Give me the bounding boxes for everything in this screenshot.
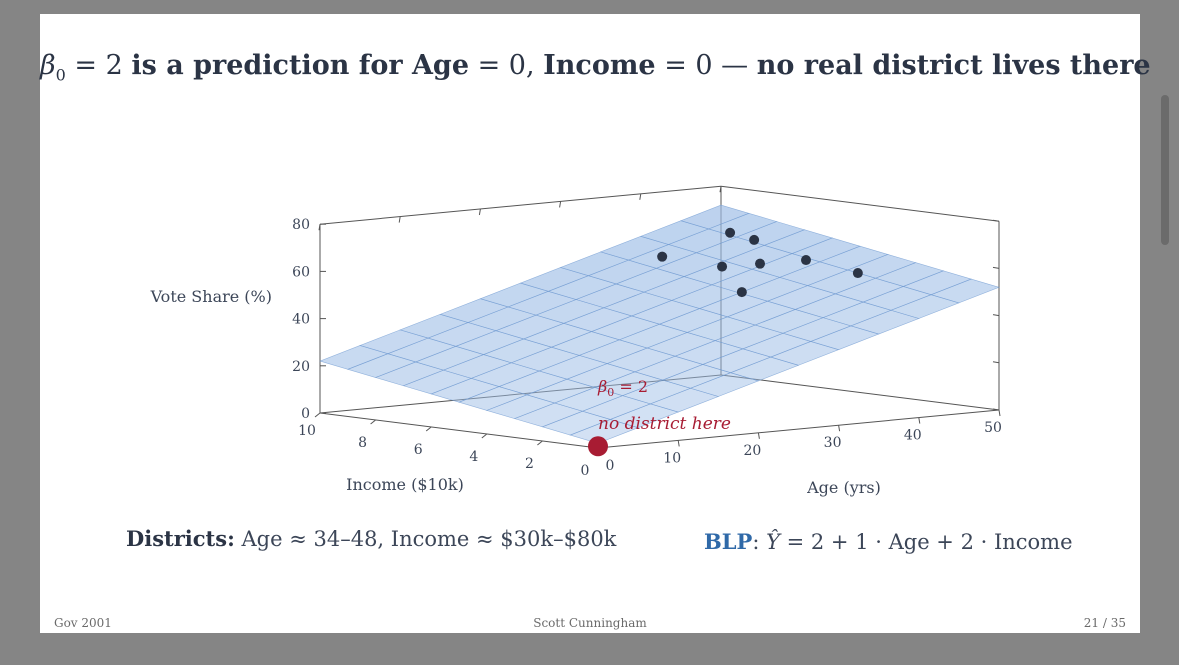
vote-tick-label: 20 [292, 359, 310, 375]
data-points [588, 227, 863, 457]
title-part2: Income [543, 50, 656, 81]
vote-tick-label: 80 [292, 217, 310, 233]
income-tick [425, 426, 432, 432]
age-tick-top [478, 208, 481, 216]
data-point [755, 258, 766, 269]
vote-tick-right [992, 361, 1000, 364]
blp-formula: BLP: Ŷ = 2 + 1 · Age + 2 · Income [704, 529, 1073, 554]
blp-formula-text: = 2 + 1 · Age + 2 · Income [779, 530, 1073, 554]
age-tick-label: 50 [984, 420, 1002, 436]
vote-tick-right [992, 266, 1000, 269]
districts-summary: Districts: Age ≈ 34–48, Income ≈ $30k–$8… [126, 526, 616, 551]
title-beta: β0 [40, 50, 66, 85]
income-tick-label: 10 [298, 423, 316, 439]
data-point [717, 261, 728, 272]
vote-tick-right [992, 408, 1000, 411]
slide-title: β0 = 2 is a prediction for Age = 0, Inco… [40, 50, 1151, 85]
age-tick-label: 0 [606, 458, 615, 474]
box-edge [720, 185, 1000, 222]
income-tick [370, 419, 376, 425]
vote-tick-right [992, 219, 1000, 222]
data-point [852, 268, 863, 279]
income-tick [537, 440, 543, 446]
age-tick-label: 20 [743, 443, 761, 459]
blp-label: BLP [704, 529, 753, 554]
income-tick [481, 433, 488, 439]
title-eq-age: = 0, [469, 50, 544, 81]
vote-axis-title: Vote Share (%) [150, 287, 272, 306]
box-edge [319, 185, 722, 225]
districts-text: Age ≈ 34–48, Income ≈ $30k–$80k [234, 527, 617, 551]
footer-course: Gov 2001 [54, 616, 112, 630]
regression-plane [319, 204, 1000, 444]
age-axis-line [597, 409, 1000, 449]
age-tick [998, 409, 1001, 417]
districts-label: Districts: [126, 526, 235, 551]
age-tick-top [719, 186, 722, 193]
vote-tick-label: 0 [301, 406, 310, 422]
age-tick-top [559, 201, 562, 208]
beta0-annotation: β0 = 2 [597, 377, 648, 399]
slide: β0 = 2 is a prediction for Age = 0, Inco… [40, 14, 1151, 633]
data-point [749, 234, 760, 245]
title-eq: = 2 [65, 50, 132, 81]
age-axis-title: Age (yrs) [806, 478, 881, 497]
income-tick-label: 0 [581, 463, 590, 479]
age-tick-top [639, 193, 642, 200]
scrollbar-thumb[interactable] [1161, 95, 1169, 245]
box-edge [720, 374, 1000, 411]
age-tick-top [318, 224, 321, 231]
vote-tick-label: 40 [292, 312, 310, 328]
chart-box-front [319, 409, 1000, 449]
blp-colon: : [752, 530, 767, 554]
income-tick-label: 6 [414, 442, 423, 458]
no-district-annotation: no district here [598, 414, 731, 434]
age-tick-label: 40 [904, 428, 922, 444]
intercept-point [588, 436, 608, 457]
vote-tick-right [992, 314, 1000, 317]
title-eq-income: = 0 — [655, 50, 757, 81]
data-point [725, 227, 736, 238]
title-part1: is a prediction for Age [131, 50, 469, 81]
income-tick [314, 412, 321, 418]
age-tick [918, 417, 921, 424]
blp-yhat: Ŷ [766, 530, 780, 554]
data-point [736, 287, 747, 298]
age-tick-top [398, 216, 401, 223]
plane-cell [679, 204, 750, 230]
income-axis-line [319, 412, 599, 449]
income-tick-label: 2 [525, 456, 534, 472]
data-point [801, 255, 811, 266]
data-point [657, 251, 668, 262]
footer-page-number: 21 / 35 [1083, 616, 1126, 630]
age-tick-label: 10 [663, 450, 681, 466]
age-tick [757, 432, 760, 439]
age-tick [677, 440, 680, 447]
vote-tick-label: 60 [292, 264, 310, 280]
income-tick-label: 4 [469, 449, 478, 465]
age-tick-label: 30 [824, 435, 842, 451]
age-tick [838, 425, 841, 432]
income-tick-label: 8 [358, 435, 367, 451]
title-part3: no real district lives there [756, 50, 1151, 81]
chart-labels: Age (yrs) Income ($10k) Vote Share (%) β0 =… [150, 287, 881, 497]
footer-author: Scott Cunningham [533, 616, 647, 630]
income-axis-title: Income ($10k) [346, 475, 464, 494]
